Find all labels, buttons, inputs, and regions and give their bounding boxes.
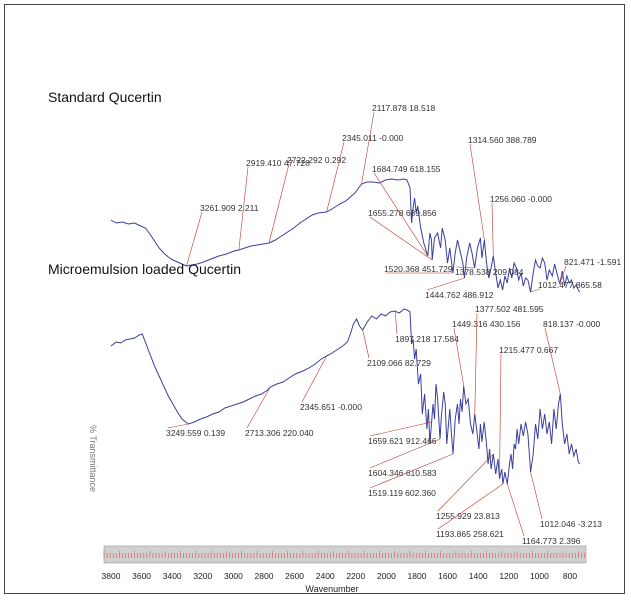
peak-leader [453,327,464,387]
peak-leader [301,355,327,403]
peak-leader [186,211,203,267]
peak-label: 1378.538 209.084 [455,267,524,277]
chart-frame [4,4,625,594]
x-tick-label: 2800 [255,571,274,581]
peak-label: 2109.066 82.729 [367,358,431,368]
wavenumber-ruler [103,545,587,564]
peak-label: 2919.410 47.728 [246,158,310,168]
peak-label: 3249.559 0.139 [166,428,225,438]
peak-leader [373,172,429,257]
peak-label: 1684.749 618.155 [372,164,441,174]
peak-leader [361,111,375,185]
x-tick-label: 800 [563,571,577,581]
peak-label: 2345.651 -0.000 [300,402,362,412]
peak-leader [469,143,485,241]
peak-leader [559,265,567,285]
x-tick-label: 2600 [285,571,304,581]
peak-leader [507,483,525,537]
peak-label: 1314.560 388.789 [468,135,537,145]
peak-label: 1012.046 -3.213 [540,519,602,529]
peak-label: 1449.316 430.156 [452,319,521,329]
peak-label: 1256.060 -0.000 [490,194,552,204]
peak-leader [369,421,432,437]
x-tick-label: 1400 [469,571,488,581]
peak-label: 1655.278 689.856 [368,208,437,218]
peak-leader [369,438,441,469]
x-tick-label: 3400 [163,571,182,581]
x-tick-label: 2400 [316,571,335,581]
series-title-standard: Standard Qucertin [48,89,162,105]
peak-label: 2117.878 18.518 [372,103,435,113]
peak-label: 1255.929 23.813 [436,511,500,521]
x-tick-label: 2000 [377,571,396,581]
peak-leader [326,141,345,213]
y-axis-label: % Transmittance [88,425,98,492]
peak-label: 1444.762 486.912 [425,290,494,300]
peak-label: 2713.306 220.040 [245,428,314,438]
peak-label: 821.471 -1.591 [564,257,621,267]
peak-leader [426,277,465,291]
peak-label: 3261.909 2.211 [200,203,259,213]
peak-leader [362,329,370,359]
x-axis-label: Wavenumber [305,584,358,594]
x-tick-label: 1600 [438,571,457,581]
x-tick-label: 3800 [102,571,121,581]
x-tick-label: 1800 [408,571,427,581]
x-tick-label: 1200 [499,571,518,581]
peak-label: 1659.621 912.466 [368,436,437,446]
peak-leader [437,453,494,512]
peak-label: 1193.865 258.621 [436,529,504,539]
peak-label: 1604.346 610.583 [368,468,437,478]
peak-label: 1012.477 865.58 [538,280,602,290]
peak-label: 1377.502 481.595 [475,304,544,314]
peak-label: 2345.011 -0.000 [342,133,404,143]
peak-leader [530,288,541,293]
x-tick-label: 3000 [224,571,243,581]
peak-leader [499,353,502,480]
peak-label: 1215.477 0.667 [499,345,558,355]
peak-leader [544,327,561,395]
peak-leader [369,216,433,261]
peak-label: 818.137 -0.000 [543,319,600,329]
peak-leader [437,483,504,530]
peak-label: 1520.368 451.729 [384,264,453,274]
peak-leader [394,310,398,335]
x-tick-label: 2200 [346,571,365,581]
spectrum-line-1 [110,308,581,485]
x-tick-label: 3600 [132,571,151,581]
peak-leader [246,386,271,429]
peak-label: 1897.218 17.584 [395,334,459,344]
peak-leader [474,312,478,415]
x-tick-label: 1000 [530,571,549,581]
series-title-microemulsion: Microemulsion loaded Qucertin [48,261,241,277]
peak-leader [491,202,494,257]
peak-label: 1164.773 2.396 [522,536,581,546]
peak-label: 2722.292 0.292 [287,155,346,165]
peak-leader [167,423,189,429]
peak-label: 1519.119 602.360 [368,488,436,498]
peak-leader [268,163,290,244]
spectrum-line-0 [110,178,581,293]
peak-leader [530,471,543,520]
peak-leader [238,166,249,251]
peak-leader [456,266,475,269]
x-tick-label: 3200 [193,571,212,581]
peak-leader [369,453,454,489]
